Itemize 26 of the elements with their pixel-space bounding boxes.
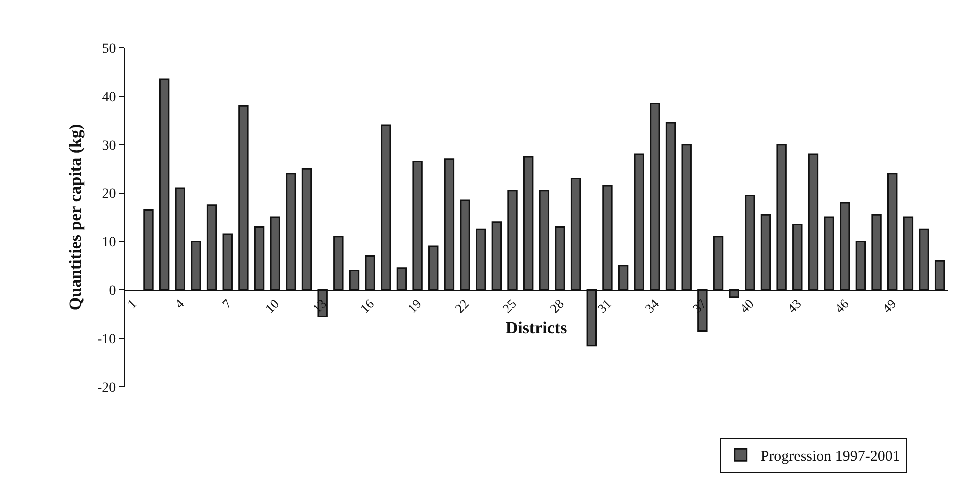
x-tick-label: 10 xyxy=(262,296,282,316)
x-tick-label: 34 xyxy=(642,296,662,316)
x-tick-label: 28 xyxy=(547,296,567,316)
x-tick-label: 49 xyxy=(880,296,900,316)
y-tick-label: -20 xyxy=(98,380,116,396)
y-tick-label: 50 xyxy=(102,42,116,57)
y-tick-label: -10 xyxy=(98,332,116,348)
x-tick-label: 46 xyxy=(832,296,852,316)
x-tick-label: 19 xyxy=(404,296,425,316)
x-tick-label: 22 xyxy=(452,296,472,316)
y-tick-label: 0 xyxy=(109,284,116,300)
legend-label: Progression 1997-2001 xyxy=(760,448,900,465)
y-axis-title: Quantities per capita (kg) xyxy=(66,124,85,311)
y-tick-label: 30 xyxy=(102,138,116,154)
x-axis-title: Districts xyxy=(506,318,568,338)
x-tick-label: 43 xyxy=(784,296,804,316)
x-tick-label: 31 xyxy=(594,296,614,316)
y-tick-label: 40 xyxy=(102,90,116,106)
x-tick-label: 25 xyxy=(500,296,520,316)
x-tick-label: 4 xyxy=(172,296,188,312)
x-tick-label: 40 xyxy=(737,296,757,316)
y-tick-label: 10 xyxy=(102,236,116,251)
y-tick-label: 20 xyxy=(102,187,116,202)
x-tick-label: 1 xyxy=(124,296,140,312)
x-tick-label: 7 xyxy=(219,296,235,312)
x-tick-label: 16 xyxy=(357,296,378,316)
